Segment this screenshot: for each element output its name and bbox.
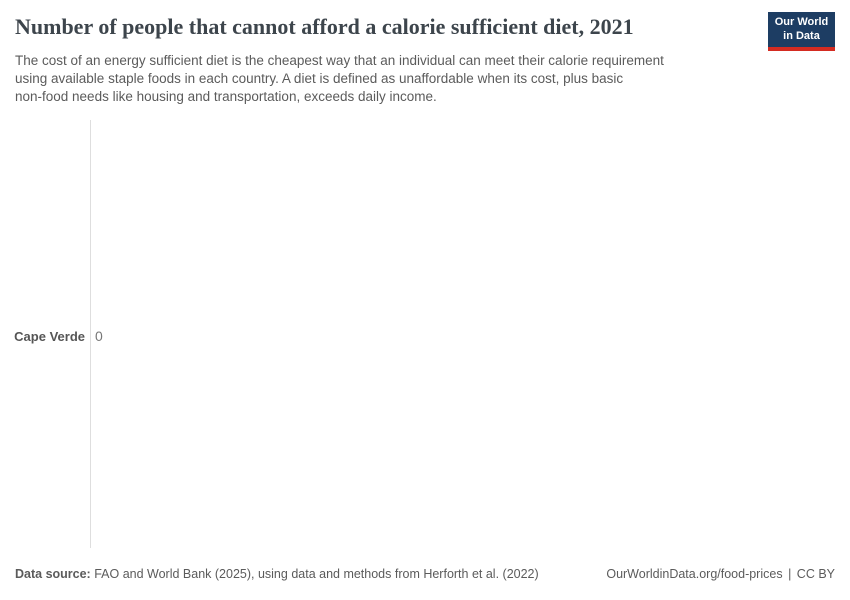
- subtitle-line: The cost of an energy sufficient diet is…: [15, 53, 664, 68]
- chart-footer: Data source: FAO and World Bank (2025), …: [15, 567, 835, 581]
- entity-label: Cape Verde: [14, 329, 85, 344]
- value-label: 0: [95, 328, 103, 344]
- y-axis-line: [90, 120, 91, 548]
- chart-subtitle: The cost of an energy sufficient diet is…: [15, 52, 664, 106]
- data-source[interactable]: Data source: FAO and World Bank (2025), …: [15, 567, 539, 581]
- owid-logo[interactable]: Our World in Data: [768, 12, 835, 51]
- owid-logo-line2: in Data: [783, 29, 820, 42]
- data-source-label: Data source:: [15, 567, 91, 581]
- license-link[interactable]: CC BY: [796, 567, 835, 581]
- subtitle-line: using available staple foods in each cou…: [15, 71, 624, 86]
- subtitle-line: non-food needs like housing and transpor…: [15, 89, 437, 104]
- owid-logo-line1: Our World: [774, 16, 829, 28]
- owid-url-link[interactable]: OurWorldinData.org/food-prices: [606, 567, 783, 581]
- footer-links: OurWorldinData.org/food-prices | CC BY: [606, 567, 835, 581]
- data-source-text: FAO and World Bank (2025), using data an…: [94, 567, 539, 581]
- chart-title: Number of people that cannot afford a ca…: [15, 14, 634, 39]
- bar-chart-area: [0, 120, 850, 548]
- footer-separator: |: [788, 567, 792, 581]
